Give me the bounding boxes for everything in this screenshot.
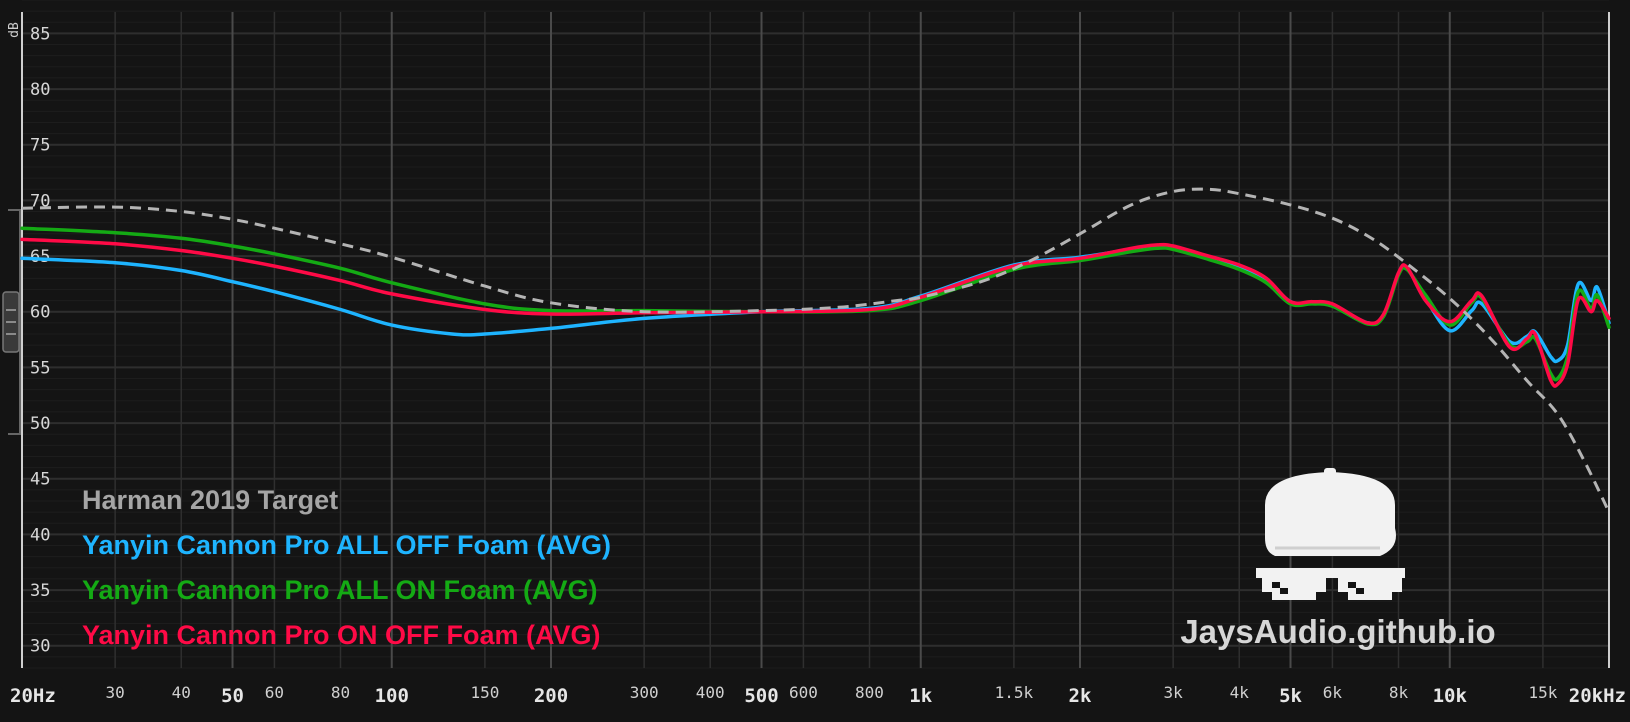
- x-axis-ticks: 20Hz 30 40 50 60 80 100 150 200 300 400 500 600 800 1k…: [10, 683, 1626, 707]
- x-tick-label: 60: [265, 683, 284, 702]
- x-tick-label: 3k: [1164, 683, 1184, 702]
- y-tick-label: 45: [30, 470, 50, 490]
- x-tick-label: 5k: [1279, 685, 1302, 707]
- x-tick-label: 40: [172, 683, 191, 702]
- x-tick-label: 50: [221, 685, 244, 707]
- x-tick-label: 1k: [909, 685, 932, 707]
- x-tick-label: 400: [696, 683, 725, 702]
- x-tick-label: 15k: [1528, 683, 1557, 702]
- series-line-3[interactable]: [20, 237, 1611, 388]
- y-axis-unit: dB: [7, 22, 22, 38]
- legend-item-target[interactable]: Harman 2019 Target: [82, 485, 338, 515]
- legend-item-on-off-foam[interactable]: Yanyin Cannon Pro ON OFF Foam (AVG): [82, 620, 601, 650]
- y-tick-label: 50: [30, 414, 50, 434]
- x-tick-label: 8k: [1389, 683, 1409, 702]
- x-tick-label: 20kHz: [1569, 685, 1626, 707]
- x-tick-label: 6k: [1323, 683, 1343, 702]
- y-tick-label: 55: [30, 358, 50, 378]
- brand-watermark: JaysAudio.github.io: [1180, 613, 1495, 650]
- legend: Harman 2019 Target Yanyin Cannon Pro ALL…: [82, 485, 611, 650]
- x-tick-label: 600: [789, 683, 818, 702]
- x-tick-label: 10k: [1433, 685, 1468, 707]
- x-tick-label: 300: [630, 683, 659, 702]
- x-tick-label: 150: [470, 683, 499, 702]
- series-line-0[interactable]: [21, 187, 1611, 513]
- x-tick-label: 80: [331, 683, 350, 702]
- x-tick-label: 20Hz: [10, 685, 56, 707]
- y-tick-label: 80: [30, 80, 50, 100]
- x-tick-label: 30: [106, 683, 125, 702]
- series-line-2[interactable]: [20, 226, 1611, 382]
- curves: [20, 187, 1611, 513]
- y-tick-label: 65: [30, 247, 50, 267]
- x-tick-label: 4k: [1230, 683, 1250, 702]
- cap-and-pixel-sunglasses-logo: [1256, 468, 1405, 600]
- y-tick-label: 35: [30, 581, 50, 601]
- y-tick-label: 85: [30, 24, 50, 44]
- legend-item-all-on-foam[interactable]: Yanyin Cannon Pro ALL ON Foam (AVG): [82, 575, 598, 605]
- y-tick-label: 40: [30, 525, 50, 545]
- x-tick-label: 100: [375, 685, 409, 707]
- y-scale-drag-handle[interactable]: [2, 209, 21, 435]
- x-tick-label: 200: [534, 685, 568, 707]
- x-tick-label: 1.5k: [995, 683, 1034, 702]
- legend-item-all-off-foam[interactable]: Yanyin Cannon Pro ALL OFF Foam (AVG): [82, 530, 611, 560]
- y-tick-label: 75: [30, 136, 50, 156]
- y-tick-label: 60: [30, 303, 50, 323]
- grid-lines: [21, 0, 1610, 669]
- x-tick-label: 2k: [1069, 685, 1092, 707]
- x-tick-label: 800: [855, 683, 884, 702]
- y-tick-label: 30: [30, 637, 50, 657]
- x-tick-label: 500: [744, 685, 778, 707]
